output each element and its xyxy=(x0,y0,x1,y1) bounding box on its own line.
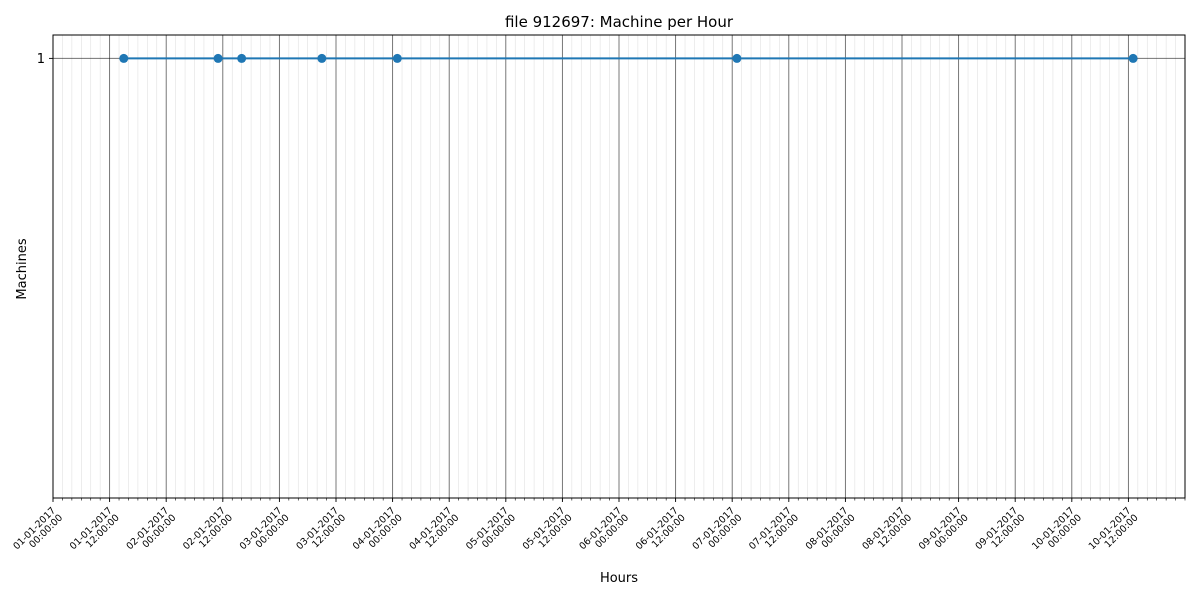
x-tick-label: 07-01-201700:00:00 xyxy=(690,505,744,559)
x-tick-label: 05-01-201712:00:00 xyxy=(521,505,575,559)
plot-frame xyxy=(52,34,1186,499)
series-layer xyxy=(119,53,1138,63)
x-tick-label: 02-01-201700:00:00 xyxy=(124,505,178,559)
x-tick-label: 03-01-201712:00:00 xyxy=(294,505,348,559)
data-point xyxy=(392,53,402,63)
x-tick-label: 10-01-201712:00:00 xyxy=(1087,505,1141,559)
chart-title: file 912697: Machine per Hour xyxy=(505,13,734,31)
x-tick-label: 05-01-201700:00:00 xyxy=(464,505,518,559)
x-tick-label: 01-01-201700:00:00 xyxy=(11,505,65,559)
x-axis-label: Hours xyxy=(600,571,638,586)
x-tick-label: 09-01-201700:00:00 xyxy=(917,505,971,559)
y-axis-ticks: 1 xyxy=(37,52,53,67)
data-point xyxy=(237,53,247,63)
x-tick-label: 09-01-201712:00:00 xyxy=(973,505,1027,559)
data-point xyxy=(119,53,129,63)
data-point xyxy=(213,53,223,63)
x-tick-label: 04-01-201712:00:00 xyxy=(407,505,461,559)
x-tick-label: 08-01-201712:00:00 xyxy=(860,505,914,559)
x-tick-label: 03-01-201700:00:00 xyxy=(238,505,292,559)
y-axis-label: Machines xyxy=(15,238,30,299)
x-tick-label: 02-01-201712:00:00 xyxy=(181,505,235,559)
grid-major xyxy=(53,35,1185,498)
x-tick-label: 06-01-201700:00:00 xyxy=(577,505,631,559)
x-tick-label: 01-01-201712:00:00 xyxy=(68,505,122,559)
x-tick-label: 10-01-201700:00:00 xyxy=(1030,505,1084,559)
data-point xyxy=(732,53,742,63)
y-tick-label: 1 xyxy=(37,52,45,67)
data-point xyxy=(1128,53,1138,63)
data-point xyxy=(317,53,327,63)
x-tick-label: 04-01-201700:00:00 xyxy=(351,505,405,559)
x-tick-label: 08-01-201700:00:00 xyxy=(804,505,858,559)
x-tick-label: 06-01-201712:00:00 xyxy=(634,505,688,559)
x-axis-ticks: 01-01-201700:00:00 01-01-201712:00:00 02-0… xyxy=(11,498,1186,559)
x-tick-label: 07-01-201712:00:00 xyxy=(747,505,801,559)
